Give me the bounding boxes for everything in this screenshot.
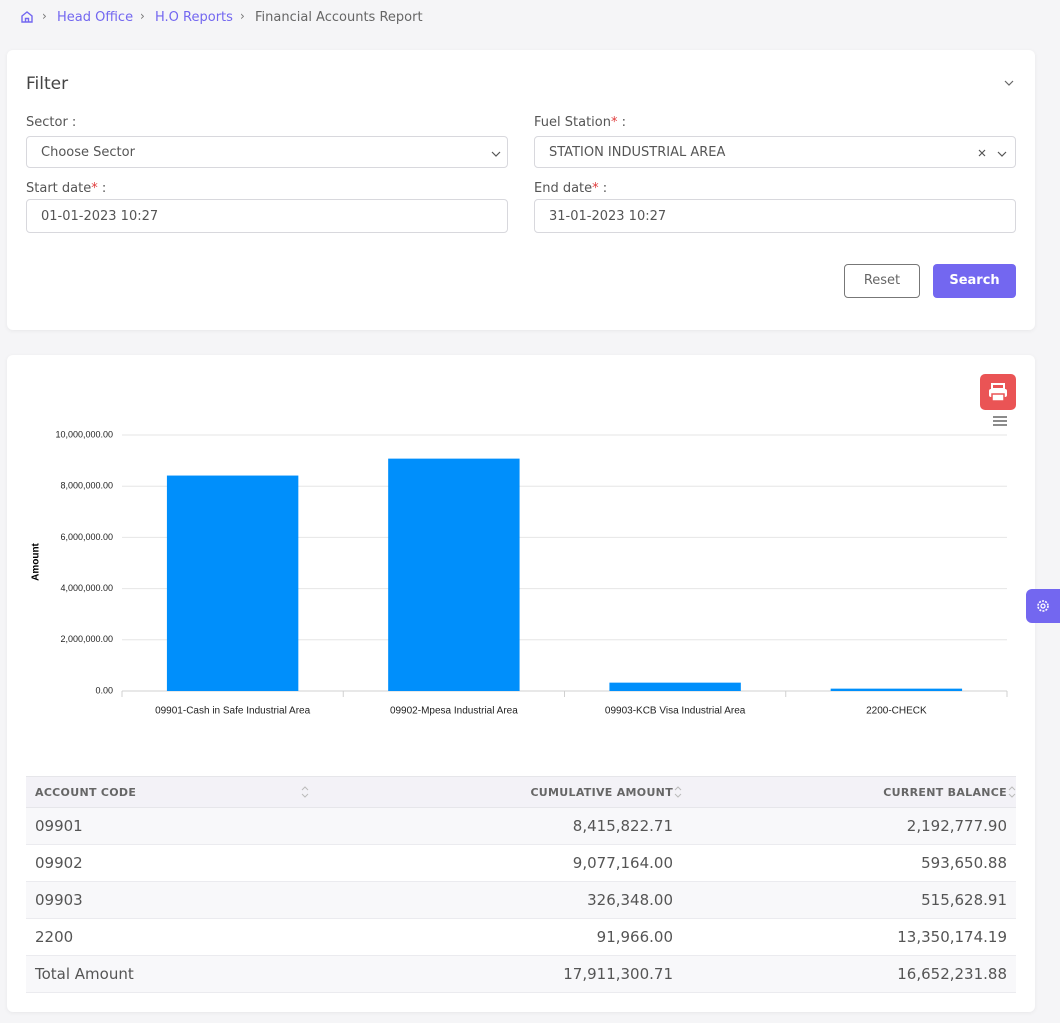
x-tick-label: 09902-Mpesa Industrial Area (390, 706, 518, 717)
dropdown-icon (491, 151, 501, 157)
filter-card: Filter Sector : Choose Sector Fuel Stati… (7, 50, 1035, 330)
field-label: Sector : (26, 115, 77, 130)
report-card: Amount 0.00 2,000,000.00 4,000,000.00 6,000… (7, 355, 1035, 1012)
y-tick-label: 10,000,000.00 (55, 429, 113, 439)
bar (388, 458, 520, 691)
x-tick-label: 2200-CHECK (866, 706, 927, 717)
bar (166, 475, 299, 691)
chart: Amount 0.00 2,000,000.00 4,000,000.00 6,000… (31, 429, 1008, 717)
reset-button[interactable]: Reset (844, 264, 920, 298)
label-text: Start date (26, 181, 92, 196)
y-tick-label: 8,000,000.00 (60, 481, 113, 491)
home-icon[interactable] (20, 10, 34, 24)
y-tick-label: 4,000,000.00 (60, 583, 113, 593)
label-text: End date (534, 181, 593, 196)
y-axis-title: Amount (31, 542, 42, 580)
search-button[interactable]: Search (933, 264, 1016, 298)
table-header: ACCOUNT CODE CUMULATIVE AMOUNT CURRENT BAL… (26, 776, 1016, 808)
y-tick-label: 2,000,000.00 (60, 634, 113, 644)
table-cell: 515,628.91 (921, 891, 1007, 909)
start-date-input[interactable]: 01-01-2023 10:27 (26, 199, 508, 233)
table-row: 09901 8,415,822.71 2,192,777.90 (26, 808, 1016, 845)
sector-select[interactable]: Choose Sector (26, 136, 508, 168)
required-mark: * (610, 115, 618, 130)
colon: : (97, 181, 107, 196)
table-cell: 09902 (35, 854, 83, 872)
required-mark: * (91, 181, 98, 196)
table-cell: Total Amount (35, 965, 134, 983)
collapse-icon[interactable] (1004, 79, 1014, 87)
input-value: 31-01-2023 10:27 (549, 209, 667, 224)
separator: › (240, 9, 245, 23)
table-cell: 09901 (35, 817, 83, 835)
select-value: Choose Sector (41, 145, 135, 160)
x-tick-label: 09903-KCB Visa Industrial Area (605, 706, 746, 717)
table-cell: 2200 (35, 928, 74, 946)
y-tick-label: 0.00 (95, 685, 113, 695)
separator: › (140, 9, 145, 23)
station-select[interactable]: STATION INDUSTRIAL AREA (534, 136, 1016, 168)
breadcrumb-link[interactable]: H.O Reports (155, 10, 233, 25)
y-tick-label: 6,000,000.00 (60, 532, 113, 542)
column-header[interactable]: CURRENT BALANCE (883, 786, 1007, 799)
breadcrumb-current: Financial Accounts Report (255, 10, 423, 25)
table-cell: 326,348.00 (587, 891, 673, 909)
separator: › (42, 9, 47, 23)
table-row: Total Amount 17,911,300.71 16,652,231.88 (26, 956, 1016, 993)
x-tick-label: 09901-Cash in Safe Industrial Area (155, 706, 311, 717)
sort-icon[interactable] (301, 786, 309, 798)
field-label: Fuel Station* : (534, 115, 626, 130)
gear-icon (1037, 600, 1049, 612)
table-cell: 09903 (35, 891, 83, 909)
field-label: End date* : (534, 181, 607, 196)
column-header[interactable]: CUMULATIVE AMOUNT (530, 786, 673, 799)
table-cell: 91,966.00 (596, 928, 673, 946)
label-text: Fuel Station (534, 115, 611, 130)
table-cell: 2,192,777.90 (906, 817, 1007, 835)
field-label: Start date* : (26, 181, 106, 196)
column-header[interactable]: ACCOUNT CODE (35, 786, 137, 799)
sort-icon[interactable] (674, 786, 682, 798)
table-row: 09903 326,348.00 515,628.91 (26, 882, 1016, 919)
table-cell: 16,652,231.88 (897, 965, 1007, 983)
table-cell: 9,077,164.00 (572, 854, 673, 872)
table-row: 09902 9,077,164.00 593,650.88 (26, 845, 1016, 882)
print-icon (989, 383, 1007, 402)
table-cell: 8,415,822.71 (572, 817, 673, 835)
sort-icon[interactable] (1008, 786, 1016, 798)
table-cell: 13,350,174.19 (897, 928, 1007, 946)
breadcrumb-link[interactable]: Head Office (57, 10, 134, 25)
required-mark: * (592, 181, 599, 196)
table-row: 2200 91,966.00 13,350,174.19 (26, 919, 1016, 956)
colon: : (617, 115, 626, 130)
settings-tab[interactable] (1026, 589, 1060, 623)
chart-menu[interactable] (993, 415, 1007, 427)
input-value: 01-01-2023 10:27 (41, 209, 159, 224)
colon: : (598, 181, 608, 196)
select-value: STATION INDUSTRIAL AREA (549, 145, 726, 160)
end-date-input[interactable]: 31-01-2023 10:27 (534, 199, 1016, 233)
table-cell: 593,650.88 (921, 854, 1007, 872)
print-button[interactable] (980, 374, 1016, 410)
bar (609, 682, 741, 691)
clear-icon[interactable] (977, 148, 987, 158)
filter-title: Filter (26, 74, 69, 94)
dropdown-icon (997, 151, 1007, 157)
bar (830, 688, 963, 691)
table-cell: 17,911,300.71 (563, 965, 673, 983)
